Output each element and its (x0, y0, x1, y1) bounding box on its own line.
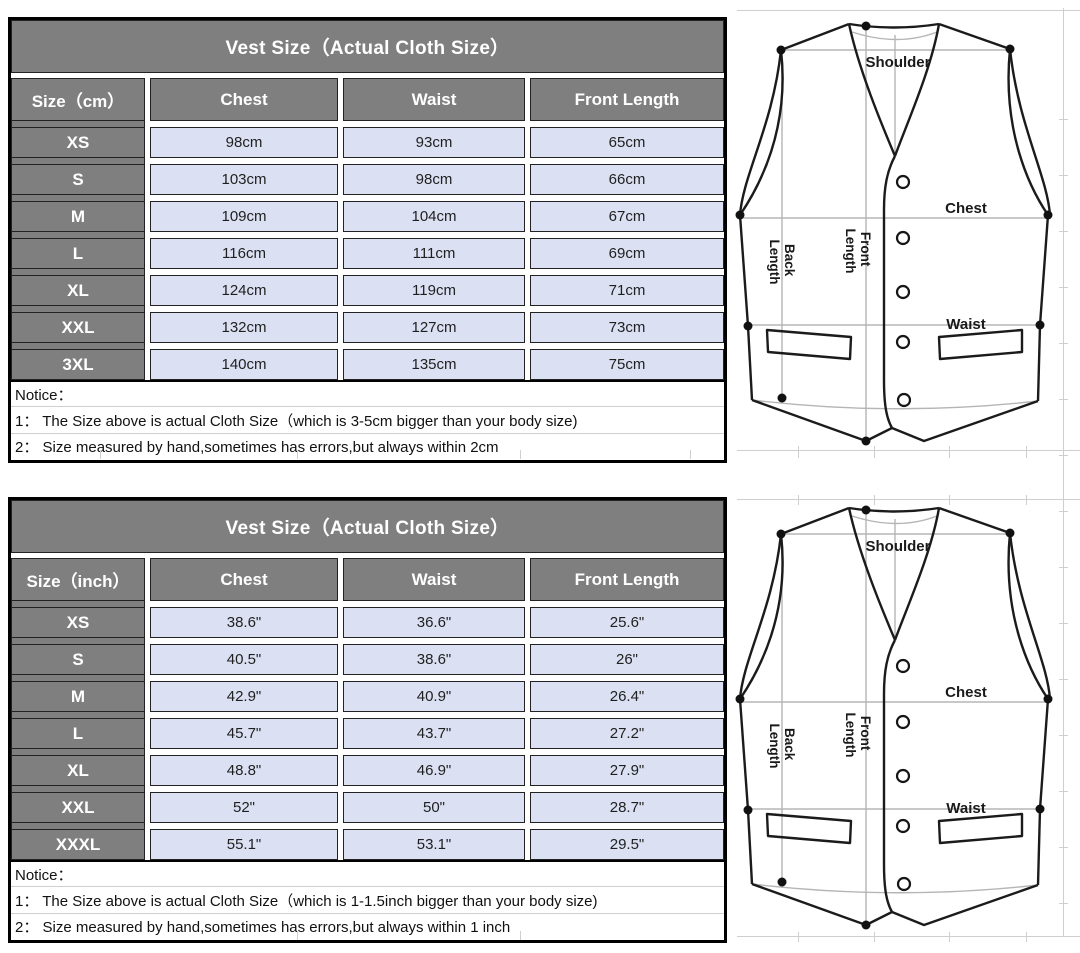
table-row: 3XL 140cm 135cm 75cm (11, 349, 724, 380)
cell-waist: 40.9" (343, 681, 525, 712)
table-row: XXL 132cm 127cm 73cm (11, 312, 724, 343)
table-row: XXL 52" 50" 28.7" (11, 792, 724, 823)
notice-section: Notice： 1： The Size above is actual Clot… (11, 380, 724, 460)
cell-chest: 103cm (150, 164, 338, 195)
cell-waist: 135cm (343, 349, 525, 380)
column-header-size: Size（cm） (11, 78, 145, 121)
cell-waist: 43.7" (343, 718, 525, 749)
table-header-row: Size（inch） Chest Waist Front Length (11, 558, 724, 601)
cell-size: 3XL (11, 349, 145, 380)
notice-heading: Notice： (11, 862, 724, 887)
cell-waist: 93cm (343, 127, 525, 158)
cell-size: XS (11, 127, 145, 158)
notice-line-1: 1： The Size above is actual Cloth Size（w… (11, 407, 724, 434)
cell-chest: 45.7" (150, 718, 338, 749)
cell-front-length: 29.5" (530, 829, 724, 860)
table-header-row: Size（cm） Chest Waist Front Length (11, 78, 724, 121)
cell-size: XXL (11, 312, 145, 343)
cell-size: S (11, 164, 145, 195)
cell-chest: 52" (150, 792, 338, 823)
cell-front-length: 26" (530, 644, 724, 675)
cell-size: M (11, 201, 145, 232)
table-title: Vest Size（Actual Cloth Size） (11, 20, 724, 73)
cell-front-length: 65cm (530, 127, 724, 158)
table-row: M 42.9" 40.9" 26.4" (11, 681, 724, 712)
column-header-waist: Waist (343, 558, 525, 601)
cell-chest: 98cm (150, 127, 338, 158)
table-row: S 103cm 98cm 66cm (11, 164, 724, 195)
vest-diagram-inch (735, 489, 1080, 939)
cell-size: XL (11, 755, 145, 786)
cell-chest: 124cm (150, 275, 338, 306)
notice-line-2: 2： Size measured by hand,sometimes has e… (15, 919, 511, 936)
cell-size: L (11, 718, 145, 749)
notice-line-2: 2： Size measured by hand,sometimes has e… (15, 439, 499, 456)
cell-size: XL (11, 275, 145, 306)
cell-front-length: 71cm (530, 275, 724, 306)
cell-waist: 50" (343, 792, 525, 823)
cell-front-length: 28.7" (530, 792, 724, 823)
cell-front-length: 25.6" (530, 607, 724, 638)
cell-chest: 132cm (150, 312, 338, 343)
cell-chest: 40.5" (150, 644, 338, 675)
cell-front-length: 27.9" (530, 755, 724, 786)
vest-diagram-cm (735, 5, 1080, 455)
cell-front-length: 27.2" (530, 718, 724, 749)
cell-size: XS (11, 607, 145, 638)
column-header-size: Size（inch） (11, 558, 145, 601)
cell-size: XXXL (11, 829, 145, 860)
table-row: L 45.7" 43.7" 27.2" (11, 718, 724, 749)
column-header-front-length: Front Length (530, 78, 724, 121)
cell-waist: 53.1" (343, 829, 525, 860)
cell-front-length: 69cm (530, 238, 724, 269)
notice-section: Notice： 1： The Size above is actual Clot… (11, 860, 724, 940)
cell-waist: 36.6" (343, 607, 525, 638)
cell-size: M (11, 681, 145, 712)
cell-waist: 46.9" (343, 755, 525, 786)
table-row: XL 124cm 119cm 71cm (11, 275, 724, 306)
column-header-front-length: Front Length (530, 558, 724, 601)
table-row: XS 38.6" 36.6" 25.6" (11, 607, 724, 638)
cell-chest: 116cm (150, 238, 338, 269)
cell-chest: 109cm (150, 201, 338, 232)
cell-size: L (11, 238, 145, 269)
cell-waist: 38.6" (343, 644, 525, 675)
cell-chest: 55.1" (150, 829, 338, 860)
size-table-cm: Vest Size（Actual Cloth Size） Size（cm） Ch… (8, 17, 727, 463)
column-header-chest: Chest (150, 78, 338, 121)
cell-front-length: 73cm (530, 312, 724, 343)
table-row: L 116cm 111cm 69cm (11, 238, 724, 269)
cell-chest: 38.6" (150, 607, 338, 638)
cell-size: S (11, 644, 145, 675)
cell-chest: 42.9" (150, 681, 338, 712)
cell-chest: 48.8" (150, 755, 338, 786)
cell-chest: 140cm (150, 349, 338, 380)
column-header-waist: Waist (343, 78, 525, 121)
cell-front-length: 26.4" (530, 681, 724, 712)
cell-waist: 111cm (343, 238, 525, 269)
table-row: S 40.5" 38.6" 26" (11, 644, 724, 675)
cell-front-length: 75cm (530, 349, 724, 380)
table-row: XL 48.8" 46.9" 27.9" (11, 755, 724, 786)
table-title: Vest Size（Actual Cloth Size） (11, 500, 724, 553)
notice-line-1: 1： The Size above is actual Cloth Size（w… (11, 887, 724, 914)
gridline-ticks (1059, 64, 1068, 940)
column-header-chest: Chest (150, 558, 338, 601)
cell-front-length: 67cm (530, 201, 724, 232)
table-row: M 109cm 104cm 67cm (11, 201, 724, 232)
cell-waist: 119cm (343, 275, 525, 306)
notice-heading: Notice： (11, 382, 724, 407)
table-row: XXXL 55.1" 53.1" 29.5" (11, 829, 724, 860)
cell-waist: 127cm (343, 312, 525, 343)
cell-waist: 98cm (343, 164, 525, 195)
cell-waist: 104cm (343, 201, 525, 232)
cell-front-length: 66cm (530, 164, 724, 195)
size-table-inch: Vest Size（Actual Cloth Size） Size（inch） … (8, 497, 727, 943)
cell-size: XXL (11, 792, 145, 823)
table-row: XS 98cm 93cm 65cm (11, 127, 724, 158)
